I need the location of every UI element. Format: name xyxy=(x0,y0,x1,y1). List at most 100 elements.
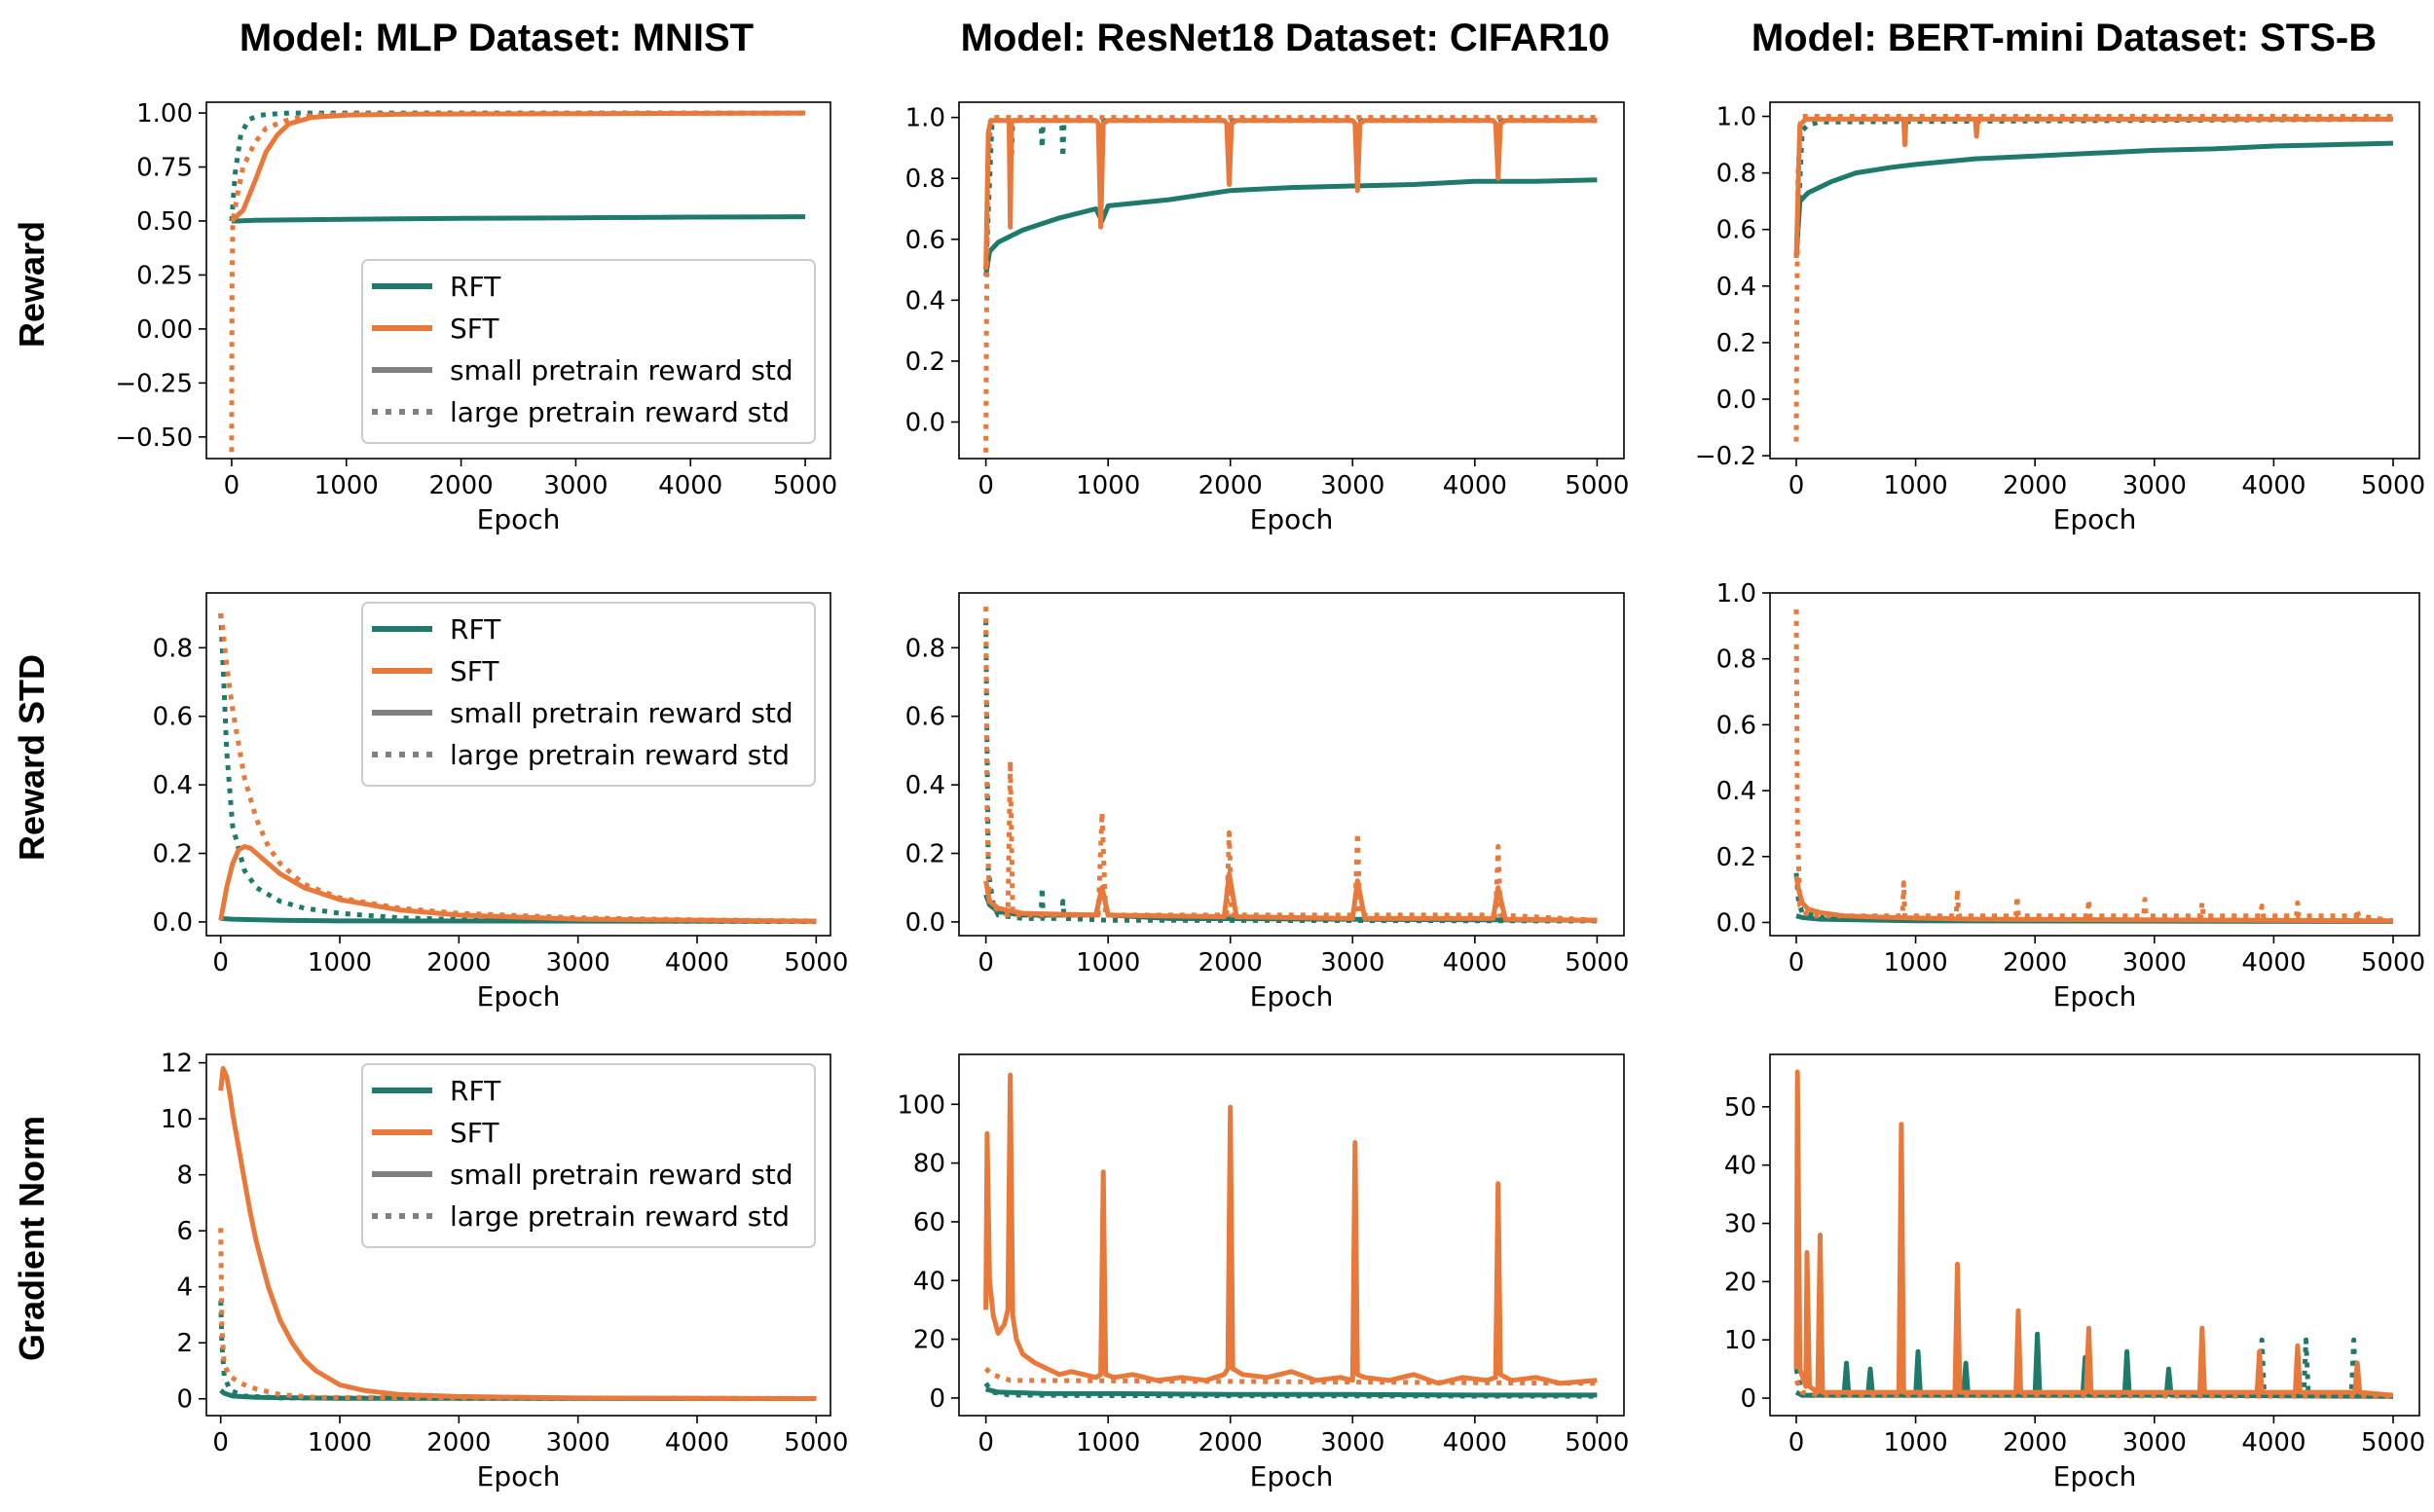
x-tick-label: 3000 xyxy=(2122,948,2187,977)
y-tick-label: 0.0 xyxy=(905,908,945,938)
legend-label-sft: SFT xyxy=(450,313,499,345)
series-line-rft-dotted xyxy=(229,110,806,222)
series-line-rft-dotted xyxy=(1793,1337,2394,1399)
y-tick-label: 0 xyxy=(929,1384,945,1414)
x-tick-label: 1000 xyxy=(1883,1428,1947,1457)
y-tick-label: 40 xyxy=(1724,1152,1756,1181)
x-tick-label: 0 xyxy=(1789,1428,1805,1457)
y-tick-label: 0.4 xyxy=(1716,273,1756,302)
x-axis-label: Epoch xyxy=(1250,980,1334,1013)
y-tick-label: 0.8 xyxy=(1716,645,1756,675)
series-line-sft-solid xyxy=(218,844,817,924)
x-tick-label: 5000 xyxy=(1565,948,1629,977)
legend-label-small: small pretrain reward std xyxy=(450,1159,793,1191)
y-tick-label: 0.0 xyxy=(905,408,945,437)
y-tick-label: 0.6 xyxy=(1716,216,1756,245)
legend: RFT SFT small pretrain reward std large pre… xyxy=(361,1063,816,1248)
legend: RFT SFT small pretrain reward std large pre… xyxy=(361,602,816,787)
axes-frame xyxy=(1769,592,2420,937)
y-tick-label: 0.2 xyxy=(1716,329,1756,358)
series-line-sft-solid xyxy=(983,118,1598,271)
legend-label-sft: SFT xyxy=(450,1117,499,1149)
series-group xyxy=(983,1072,1598,1399)
x-axis-label: Epoch xyxy=(1250,1460,1334,1493)
axes-frame xyxy=(205,101,831,460)
axes-frame xyxy=(205,592,831,937)
series-line-rft-dotted xyxy=(218,612,817,925)
y-tick-label: 0.6 xyxy=(905,226,945,255)
y-tick-label: 20 xyxy=(1724,1268,1756,1297)
y-tick-label: 40 xyxy=(913,1267,945,1296)
axes-frame xyxy=(958,1053,1625,1417)
panel-p00: 0 1000 2000 3000 4000 5000 −0.50 −0.25 0.00 0.25 0… xyxy=(115,99,837,535)
y-tick-label: 0.8 xyxy=(1716,160,1756,189)
legend-label-large: large pretrain reward std xyxy=(450,1200,790,1233)
row-label-gradient-norm: Gradient Norm xyxy=(12,1116,52,1361)
column-title-mlp: Model: MLP Dataset: MNIST xyxy=(240,17,754,59)
x-tick-label: 4000 xyxy=(665,948,729,977)
x-tick-label: 1000 xyxy=(1883,471,1947,500)
x-tick-label: 4000 xyxy=(658,471,722,500)
legend-label-small: small pretrain reward std xyxy=(450,354,793,387)
x-tick-label: 2000 xyxy=(1199,471,1263,500)
panel-p02: 0 1000 2000 3000 4000 5000 −0.2 0.0 0.2 0.4 0.6 0.8… xyxy=(1695,101,2425,535)
x-tick-label: 2000 xyxy=(2003,471,2067,500)
panel-p22: 0 1000 2000 3000 4000 5000 0 10 20 30 40 50 Epoch xyxy=(1724,1053,2425,1493)
x-axis-label: Epoch xyxy=(477,503,561,535)
series-line-sft-dotted xyxy=(1793,114,2393,442)
x-tick-label: 0 xyxy=(1789,471,1805,500)
series-line-sft-solid xyxy=(1793,1069,2394,1398)
x-tick-label: 5000 xyxy=(1565,471,1629,500)
x-tick-label: 2000 xyxy=(426,948,491,977)
y-tick-label: 0.6 xyxy=(1716,711,1756,740)
series-line-rft-dotted xyxy=(218,1301,817,1401)
x-tick-label: 5000 xyxy=(1565,1428,1629,1457)
y-tick-label: 0.4 xyxy=(905,286,945,315)
x-tick-label: 5000 xyxy=(2361,1428,2425,1457)
panel-p11: 0 1000 2000 3000 4000 5000 0.0 0.2 0.4 0.6 0.8 Epoc… xyxy=(905,592,1629,1013)
x-tick-label: 0 xyxy=(977,948,994,977)
x-tick-label: 4000 xyxy=(2241,471,2305,500)
y-tick-label: 0.8 xyxy=(905,165,945,194)
y-tick-label: 0.2 xyxy=(1716,843,1756,872)
y-tick-label: 12 xyxy=(161,1050,193,1079)
x-tick-label: 3000 xyxy=(543,471,608,500)
series-line-sft-solid xyxy=(983,1072,1598,1386)
legend: RFT SFT small pretrain reward std large pre… xyxy=(361,259,816,444)
x-tick-label: 5000 xyxy=(773,471,837,500)
y-tick-label: 50 xyxy=(1724,1093,1756,1123)
series-group xyxy=(1793,608,2394,924)
x-tick-label: 5000 xyxy=(784,948,848,977)
series-line-sft-solid xyxy=(218,1065,817,1401)
y-tick-label: 0.50 xyxy=(136,207,193,237)
x-tick-label: 3000 xyxy=(2122,471,2187,500)
x-tick-label: 3000 xyxy=(546,948,610,977)
y-tick-label: −0.50 xyxy=(115,424,193,453)
series-group xyxy=(229,110,806,453)
x-tick-label: 1000 xyxy=(1076,471,1140,500)
x-tick-label: 3000 xyxy=(1320,471,1384,500)
legend-label-rft: RFT xyxy=(450,1075,501,1107)
column-title-resnet18: Model: ResNet18 Dataset: CIFAR10 xyxy=(961,17,1610,59)
x-axis-label: Epoch xyxy=(1250,503,1334,535)
axes-frame xyxy=(1769,101,2420,460)
y-tick-label: 1.00 xyxy=(136,99,193,129)
y-tick-label: 0.75 xyxy=(136,154,193,183)
legend-label-rft: RFT xyxy=(450,613,501,645)
legend-label-large: large pretrain reward std xyxy=(450,739,790,771)
y-tick-label: 0 xyxy=(1740,1384,1756,1414)
x-axis-label: Epoch xyxy=(477,980,561,1013)
x-tick-label: 3000 xyxy=(546,1428,610,1457)
series-line-rft-solid xyxy=(983,177,1598,277)
series-group xyxy=(218,1065,817,1401)
column-title-bert-mini: Model: BERT-mini Dataset: STS-B xyxy=(1752,17,2377,59)
x-tick-label: 1000 xyxy=(308,948,372,977)
series-line-sft-solid xyxy=(983,871,1598,923)
y-tick-label: 0.0 xyxy=(1716,908,1756,938)
x-tick-label: 2000 xyxy=(428,471,493,500)
series-line-rft-solid xyxy=(231,214,806,224)
x-axis-label: Epoch xyxy=(2053,503,2137,535)
y-tick-label: 0.25 xyxy=(136,261,193,290)
x-tick-label: 4000 xyxy=(2241,1428,2305,1457)
x-tick-label: 4000 xyxy=(1443,1428,1507,1457)
